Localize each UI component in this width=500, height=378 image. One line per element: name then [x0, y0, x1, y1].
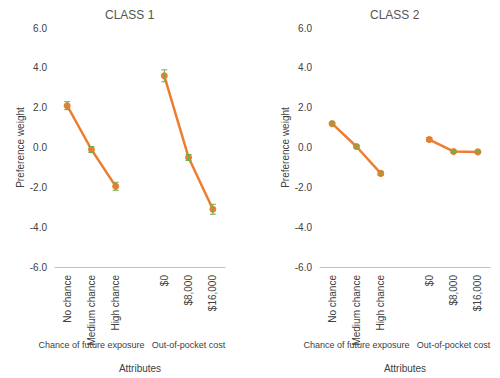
svg-text:$8,000: $8,000	[448, 275, 459, 306]
svg-text:$16,000: $16,000	[472, 275, 483, 312]
svg-text:Preference weight: Preference weight	[15, 107, 26, 188]
svg-text:Preference weight: Preference weight	[280, 107, 291, 188]
svg-text:-2.0: -2.0	[295, 182, 313, 193]
svg-text:High chance: High chance	[110, 275, 121, 331]
svg-text:4.0: 4.0	[33, 62, 47, 73]
svg-text:-4.0: -4.0	[295, 222, 313, 233]
svg-text:$8,000: $8,000	[183, 275, 194, 306]
svg-text:6.0: 6.0	[298, 23, 312, 34]
svg-text:Medium chance: Medium chance	[86, 275, 97, 346]
svg-text:Medium chance: Medium chance	[351, 275, 362, 346]
svg-text:Chance of future exposure: Chance of future exposure	[38, 340, 145, 350]
svg-text:High chance: High chance	[375, 275, 386, 331]
svg-text:4.0: 4.0	[298, 62, 312, 73]
svg-text:No chance: No chance	[327, 275, 338, 323]
svg-text:0.0: 0.0	[298, 142, 312, 153]
svg-text:-2.0: -2.0	[30, 182, 48, 193]
svg-text:0.0: 0.0	[33, 142, 47, 153]
svg-text:CLASS 2: CLASS 2	[370, 8, 420, 22]
svg-text:2.0: 2.0	[33, 102, 47, 113]
svg-text:-4.0: -4.0	[30, 222, 48, 233]
svg-text:Attributes: Attributes	[119, 363, 161, 374]
svg-text:CLASS 1: CLASS 1	[105, 8, 155, 22]
svg-text:-6.0: -6.0	[295, 262, 313, 273]
svg-text:$0: $0	[424, 275, 435, 287]
svg-text:Out-of-pocket cost: Out-of-pocket cost	[417, 340, 491, 350]
svg-text:No chance: No chance	[62, 275, 73, 323]
svg-text:Out-of-pocket cost: Out-of-pocket cost	[152, 340, 226, 350]
svg-text:6.0: 6.0	[33, 23, 47, 34]
svg-text:Chance of future exposure: Chance of future exposure	[303, 340, 410, 350]
svg-text:2.0: 2.0	[298, 102, 312, 113]
svg-text:$0: $0	[159, 275, 170, 287]
svg-text:-6.0: -6.0	[30, 262, 48, 273]
svg-text:$16,000: $16,000	[207, 275, 218, 312]
svg-text:Attributes: Attributes	[384, 363, 426, 374]
